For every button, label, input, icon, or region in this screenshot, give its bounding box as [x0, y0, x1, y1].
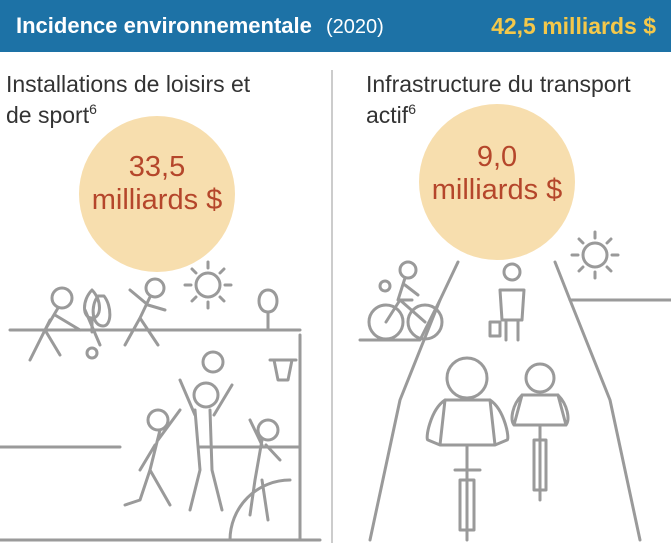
transport-illustration: [360, 232, 671, 540]
panel-title: de sport6: [6, 101, 97, 128]
sports-illustration: [0, 262, 320, 540]
amount-unit: milliards $: [432, 174, 563, 206]
footnote: 6: [89, 101, 97, 117]
amount: 9,0: [477, 141, 517, 173]
panel-title: actif6: [366, 101, 416, 128]
infographic: Incidence environnementale (2020) 42,5 m…: [0, 0, 671, 543]
header-year: (2020): [326, 16, 384, 38]
header-total: 42,5 milliards $: [491, 13, 656, 39]
header-title: Incidence environnementale: [16, 13, 312, 38]
footnote: 6: [408, 101, 416, 117]
amount: 33,5: [129, 151, 185, 183]
panel-title: Infrastructure du transport: [366, 71, 631, 97]
amount-unit: milliards $: [92, 184, 223, 216]
panel-title: actif: [366, 102, 409, 128]
panel-title: Installations de loisirs et: [6, 71, 251, 97]
panel-title: de sport: [6, 102, 90, 128]
header-line: Incidence environnementale (2020): [16, 13, 384, 38]
